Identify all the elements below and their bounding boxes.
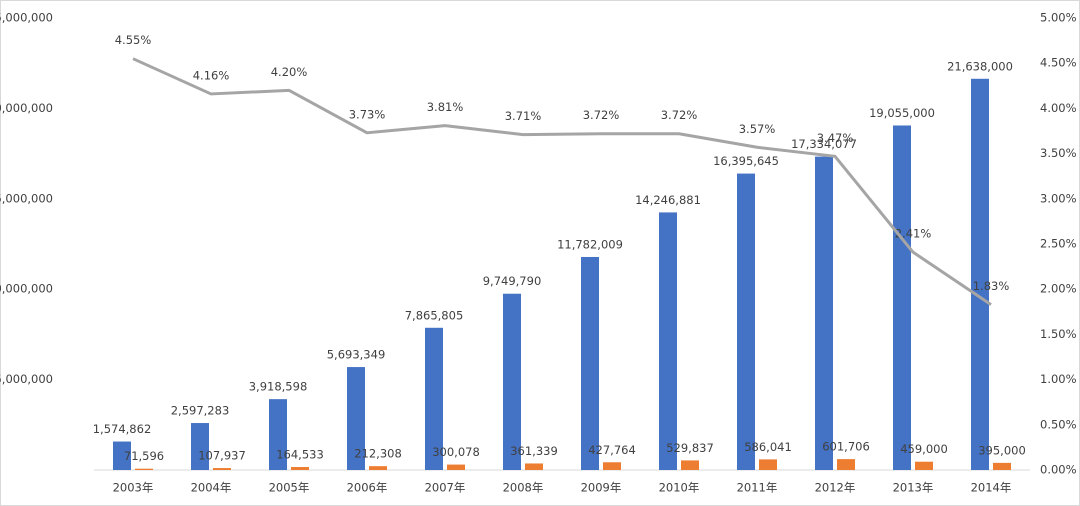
y-tick-label: 25,000,000: [0, 11, 53, 25]
bar: [213, 468, 231, 470]
bar: [837, 459, 855, 470]
y2-tick-label: 2.50%: [1040, 237, 1077, 251]
data-label: 601,706: [822, 440, 870, 454]
bar: [291, 467, 309, 470]
data-label: 19,055,000: [869, 106, 935, 120]
x-tick-label: 2003年: [113, 481, 154, 495]
data-label: 2,597,283: [171, 404, 230, 418]
data-label: 395,000: [978, 443, 1026, 457]
y2-tick-label: 1.50%: [1040, 327, 1077, 341]
y-tick-label: 20,000,000: [0, 101, 53, 115]
data-label: 212,308: [354, 447, 402, 461]
y2-tick-label: 0.00%: [1040, 463, 1077, 477]
data-label: 11,782,009: [557, 237, 623, 251]
bar: [503, 293, 521, 470]
data-label: 14,246,881: [635, 193, 701, 207]
y2-tick-label: 3.00%: [1040, 191, 1077, 205]
bar: [971, 78, 989, 470]
y2-tick-label: 0.50%: [1040, 417, 1077, 431]
data-label: 427,764: [588, 443, 636, 457]
line: [132, 57, 992, 306]
data-label: 300,078: [432, 445, 480, 459]
x-tick-label: 2011年: [737, 481, 778, 495]
bar: [269, 399, 287, 470]
x-tick-label: 2008年: [503, 481, 544, 495]
data-label: 3.72%: [583, 108, 620, 122]
data-label: 3.81%: [427, 100, 464, 114]
y2-tick-label: 5.00%: [1040, 11, 1077, 25]
x-tick-label: 2014年: [971, 481, 1012, 495]
x-tick-label: 2004年: [191, 481, 232, 495]
bar: [525, 463, 543, 470]
data-label: 4.20%: [271, 65, 308, 79]
data-label: 9,749,790: [483, 274, 542, 288]
y2-tick-label: 2.00%: [1040, 282, 1077, 296]
y2-tick-label: 4.50%: [1040, 56, 1077, 70]
data-label: 1,574,862: [93, 422, 152, 436]
x-tick-label: 2010年: [659, 481, 700, 495]
data-label: 107,937: [198, 449, 246, 463]
bar: [135, 468, 153, 470]
data-label: 3.73%: [349, 107, 386, 121]
bar: [603, 462, 621, 470]
x-tick-label: 2006年: [347, 481, 388, 495]
data-label: 4.55%: [115, 33, 152, 47]
bar: [893, 125, 911, 471]
y2-tick-label: 4.00%: [1040, 101, 1077, 115]
data-label: 3.72%: [661, 108, 698, 122]
data-label: 17,334,077: [791, 137, 857, 151]
x-tick-label: 2005年: [269, 481, 310, 495]
data-label: 71,596: [124, 449, 164, 463]
y-tick-label: 15,000,000: [0, 191, 53, 205]
data-label: 7,865,805: [405, 308, 464, 322]
data-label: 3.71%: [505, 109, 542, 123]
bar: [681, 460, 699, 470]
y-tick-label: 5,000,000: [0, 372, 53, 386]
data-label: 361,339: [510, 444, 558, 458]
data-label: 4.16%: [193, 68, 230, 82]
bar: [759, 459, 777, 470]
bar: [347, 367, 365, 470]
x-tick-label: 2013年: [893, 481, 934, 495]
bar: [191, 423, 209, 470]
x-tick-label: 2012年: [815, 481, 856, 495]
bar: [369, 466, 387, 470]
bar: [815, 156, 833, 470]
bar: [659, 212, 677, 471]
data-label: 586,041: [744, 440, 792, 454]
y-tick-label: 10,000,000: [0, 282, 53, 296]
data-label: 164,533: [276, 448, 324, 462]
bar: [425, 327, 443, 470]
bar: [993, 462, 1011, 470]
data-label: 21,638,000: [947, 59, 1013, 73]
bar: [113, 441, 131, 470]
bar: [447, 464, 465, 470]
data-label: 2.41%: [895, 227, 932, 241]
x-tick-label: 2009年: [581, 481, 622, 495]
data-label: 3.57%: [739, 122, 776, 136]
bar: [915, 461, 933, 470]
y2-tick-label: 1.00%: [1040, 372, 1077, 386]
bar: [737, 173, 755, 470]
data-label: 16,395,645: [713, 154, 779, 168]
data-label: 459,000: [900, 442, 948, 456]
data-label: 529,837: [666, 441, 714, 455]
x-tick-label: 2007年: [425, 481, 466, 495]
bar: [581, 256, 599, 470]
data-label: 5,693,349: [327, 348, 386, 362]
data-label: 1.83%: [973, 279, 1010, 293]
y2-tick-label: 3.50%: [1040, 146, 1077, 160]
data-label: 3.47%: [817, 131, 854, 145]
data-label: 3,918,598: [249, 380, 308, 394]
